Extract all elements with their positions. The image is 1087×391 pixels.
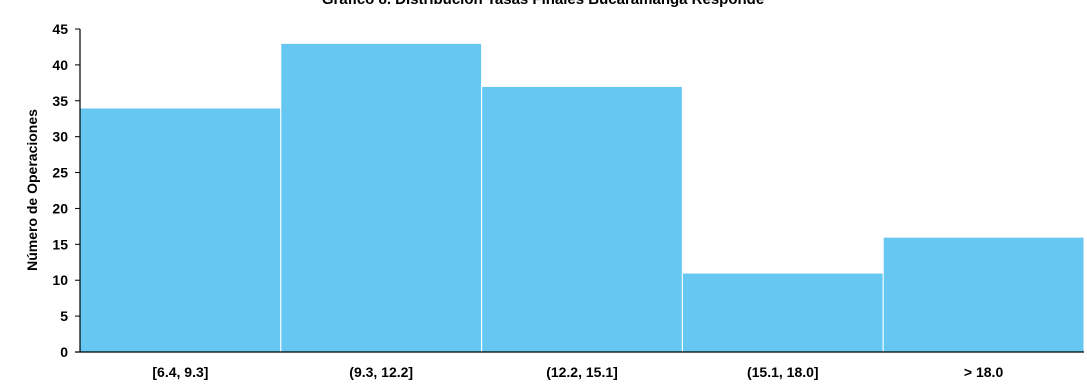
chart-title: Gráfico 8. Distribución Tasas Finales Bu… <box>322 0 764 8</box>
bars-group <box>79 42 1085 353</box>
y-tick-label: 40 <box>52 57 68 73</box>
x-tick-label: (9.3, 12.2] <box>349 364 413 380</box>
y-tick-label: 0 <box>60 344 68 360</box>
bar-5 <box>882 236 1085 353</box>
y-tick-label: 5 <box>60 308 68 324</box>
bar-1 <box>79 107 282 353</box>
y-tick-label: 15 <box>52 236 68 252</box>
y-tick-label: 30 <box>52 129 68 145</box>
y-tick-label: 45 <box>52 21 68 37</box>
x-tick-label: (15.1, 18.0] <box>747 364 819 380</box>
y-tick-label: 10 <box>52 272 68 288</box>
y-tick-label: 25 <box>52 165 68 181</box>
x-axis-ticks: [6.4, 9.3] (9.3, 12.2] (12.2, 15.1] (15.1, … <box>152 364 1003 380</box>
x-tick-label: > 18.0 <box>964 364 1004 380</box>
bar-3 <box>481 85 683 353</box>
y-axis-label: Número de Operaciones <box>24 109 40 271</box>
x-tick-label: [6.4, 9.3] <box>152 364 208 380</box>
y-axis-ticks: 0 5 10 15 20 25 30 35 40 45 <box>52 21 80 360</box>
bar-4 <box>681 272 884 353</box>
y-tick-label: 20 <box>52 200 68 216</box>
bar-2 <box>280 42 483 353</box>
x-tick-label: (12.2, 15.1] <box>546 364 618 380</box>
y-tick-label: 35 <box>52 93 68 109</box>
